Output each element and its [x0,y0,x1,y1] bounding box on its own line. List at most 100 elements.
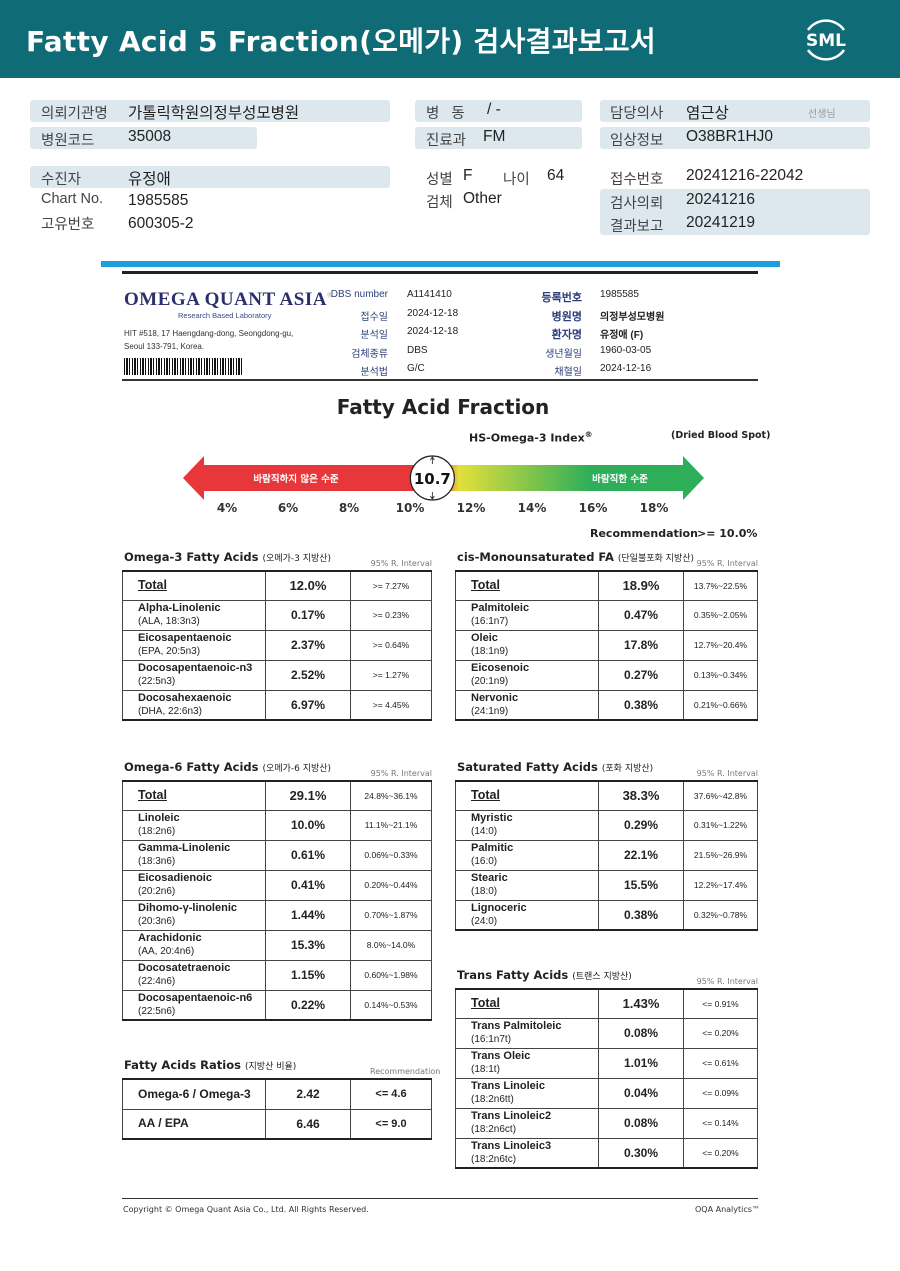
gauge-tick-label: 4% [216,501,238,515]
result-value: 0.61% [265,839,351,871]
omega6-interval-label: 95% R. Interval [370,769,432,778]
saturated-table: Total 38.3% 37.6%~42.8% Myristic (14:0) 0… [455,780,758,931]
copyright: Copyright © Omega Quant Asia Co., Ltd. A… [123,1205,369,1214]
fatty-acid-name: Eicosadienoic (20:2n6) [122,869,266,901]
fatty-acid-name: Eicosapentaenoic (EPA, 20:5n3) [122,629,266,661]
doctor-value: 염근상 [686,105,729,122]
dates-box [600,189,870,235]
reference-range: >= 1.27% [350,659,432,691]
index-marker: 10.7 [409,455,455,501]
patient-field-value: 1985585 [600,289,639,300]
doctor-box [600,100,870,122]
receipt-label: 접수번호 [610,172,664,188]
result-value: 0.41% [265,869,351,901]
lab-field-label: 검체종류 [351,348,388,360]
index-title: HS-Omega-3 Index® [469,430,593,445]
fatty-acid-name: Trans Oleic (18:1t) [455,1047,599,1079]
patient-field-value: 1960-03-05 [600,344,652,356]
fatty-acid-name: Eicosenoic (20:1n9) [455,659,599,691]
result-value: 0.30% [598,1137,684,1169]
table-row: Trans Palmitoleic (16:1n7t) 0.08% <= 0.20… [455,1017,758,1049]
clinical-label: 임상정보 [610,133,664,149]
result-value: 22.1% [598,839,684,871]
table-row: Trans Linoleic2 (18:2n6ct) 0.08% <= 0.14% [455,1107,758,1139]
ward-box [415,100,582,122]
fatty-acid-name: Palmitoleic (16:1n7) [455,599,599,631]
table-row: Omega-6 / Omega-3 2.42 <= 4.6 [122,1078,432,1110]
age-label: 나이 [503,172,530,188]
fatty-acid-name: Trans Linoleic2 (18:2n6ct) [455,1107,599,1139]
dept-box [415,127,582,149]
ward-label: 병 동 [426,106,469,122]
reference-range: 0.32%~0.78% [683,899,758,931]
patient-field-label: 병원명 [551,310,582,323]
barcode [124,358,243,375]
lab-field-label: 분석법 [360,367,388,378]
patient-field-value: 유정애 (F) [600,330,644,341]
reference-range: 12.2%~17.4% [683,869,758,901]
result-value: 0.29% [598,809,684,841]
fatty-acid-name: Stearic (18:0) [455,869,599,901]
fatty-acid-name: Total [455,570,599,601]
fatty-acid-name: Oleic (18:1n9) [455,629,599,661]
gauge-tick-label: 10% [395,501,425,515]
fatty-acid-name: Palmitic (16:0) [455,839,599,871]
chart-value: 1985585 [128,192,189,209]
result-value: 10.0% [265,809,351,841]
lab-field-label: 분석일 [360,330,388,341]
table-row: Stearic (18:0) 15.5% 12.2%~17.4% [455,869,758,901]
reference-range: 0.20%~0.44% [350,869,432,901]
bad-level-label: 바람직하지 않은 수준 [253,473,339,485]
trans-table: Total 1.43% <= 0.91% Trans Palmitoleic (1… [455,988,758,1169]
reference-range: >= 0.64% [350,629,432,661]
result-value: 29.1% [265,780,351,811]
table-row: Docosapentaenoic-n3 (22:5n3) 2.52% >= 1.2… [122,659,432,691]
fatty-acid-name: Total [122,780,266,811]
divider [122,271,758,274]
lab-tagline: Research Based Laboratory [178,311,272,320]
reference-range: <= 0.61% [683,1047,758,1079]
recommendation-value: >= 10.0% [697,527,758,540]
gauge-tick-label: 6% [277,501,299,515]
fatty-acid-name: Trans Linoleic (18:2n6tt) [455,1077,599,1109]
reference-range: >= 4.45% [350,689,432,721]
fatty-acid-name: Docosapentaenoic-n6 (22:5n6) [122,989,266,1021]
table-row: Total 18.9% 13.7%~22.5% [455,570,758,601]
reference-range: 12.7%~20.4% [683,629,758,661]
result-value: 0.17% [265,599,351,631]
table-row: Palmitic (16:0) 22.1% 21.5%~26.9% [455,839,758,871]
reference-range: <= 0.91% [683,988,758,1019]
patient-field-label: 생년월일 [545,348,582,360]
sex-label: 성별 [426,172,453,188]
gauge-tick-label: 16% [578,501,608,515]
dept-label: 진료과 [426,133,467,149]
result-value: 2.42 [265,1078,351,1110]
doctor-label: 담당의사 [610,106,664,122]
gauge-tick-label: 18% [639,501,669,515]
lab-field-value: DBS [407,344,428,356]
divider [101,261,780,267]
recommendation-label: Recommendation [590,527,698,540]
result-value: 2.37% [265,629,351,661]
patient-field-label: 환자명 [551,329,582,341]
reference-range: <= 0.20% [683,1017,758,1049]
reference-range: 0.70%~1.87% [350,899,432,931]
table-row: Trans Linoleic (18:2n6tt) 0.04% <= 0.09% [455,1077,758,1109]
saturated-title: Saturated Fatty Acids (포화 지방산) [457,760,654,774]
gauge-tick-label: 14% [517,501,547,515]
brand: OQA Analytics™ [695,1205,760,1214]
reference-range: <= 0.20% [683,1137,758,1169]
omega3-table: Total 12.0% >= 7.27% Alpha-Linolenic (ALA… [122,570,432,721]
result-value: 1.44% [265,899,351,931]
lab-field-value: 2024-12-18 [407,326,459,337]
omega3-interval-label: 95% R. Interval [370,559,432,568]
table-row: Eicosadienoic (20:2n6) 0.41% 0.20%~0.44% [122,869,432,901]
reference-range: 0.14%~0.53% [350,989,432,1021]
reference-range: 0.35%~2.05% [683,599,758,631]
report-label: 결과보고 [610,219,664,235]
specimen-value: Other [463,190,502,207]
reference-range: 0.60%~1.98% [350,959,432,991]
fatty-acid-name: Total [455,988,599,1019]
patient-field-value: 2024-12-16 [600,363,652,374]
result-value: 0.22% [265,989,351,1021]
